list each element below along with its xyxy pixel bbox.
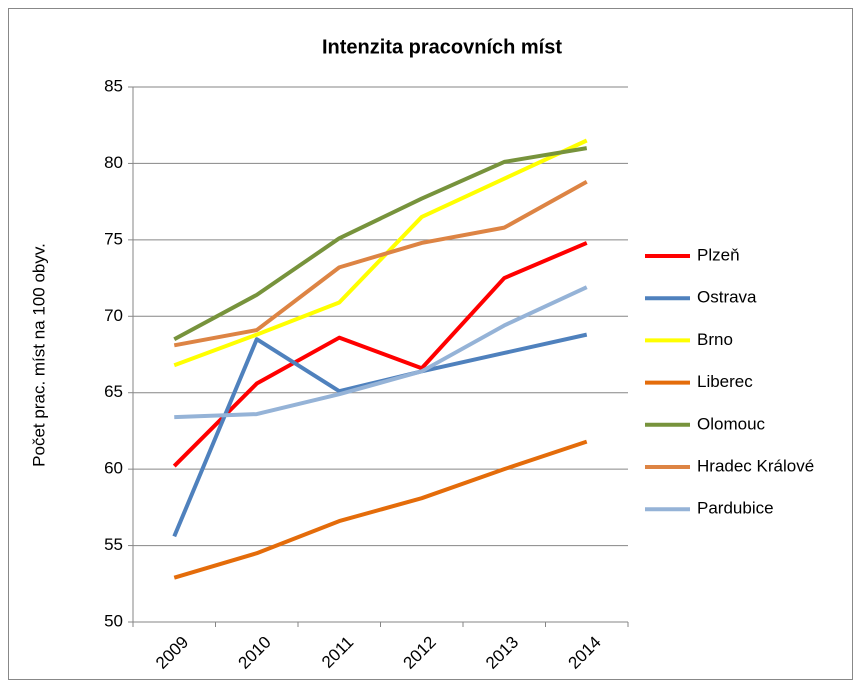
y-axis-label: Počet prac. míst na 100 obyv. [29,243,48,467]
y-tick-label: 50 [104,611,123,630]
series-line [173,146,588,341]
legend-label: Liberec [697,372,753,391]
series-line [172,241,588,468]
legend-label: Brno [697,330,733,349]
series-line [173,138,588,368]
chart-title: Intenzita pracovních míst [322,36,562,58]
y-tick-label: 75 [104,229,123,248]
series-line [174,285,588,420]
y-tick-label: 80 [104,153,123,172]
legend-label: Plzeň [697,245,740,264]
series-line [173,180,588,348]
y-tick-label: 85 [104,76,123,95]
series-line [173,439,588,580]
y-tick-label: 60 [104,459,123,478]
y-tick-label: 65 [104,382,123,401]
legend-label: Olomouc [697,414,766,433]
chart-border [8,8,853,680]
legend-label: Ostrava [697,288,757,307]
legend-label: Pardubice [697,499,774,518]
legend-label: Hradec Králové [697,456,814,475]
y-tick-label: 70 [104,306,123,325]
y-tick-label: 55 [104,535,123,554]
